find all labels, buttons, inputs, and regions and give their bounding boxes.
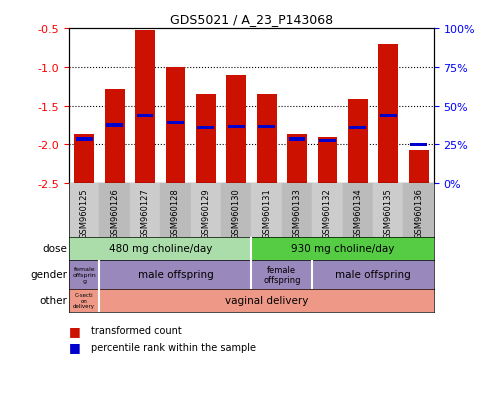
Bar — [288, 138, 306, 141]
Bar — [135, 31, 155, 184]
Text: female
offspring: female offspring — [263, 265, 301, 284]
Bar — [100, 260, 251, 289]
Bar — [76, 138, 93, 141]
Text: gender: gender — [31, 270, 68, 280]
Text: percentile rank within the sample: percentile rank within the sample — [91, 342, 256, 352]
Text: GSM960130: GSM960130 — [232, 188, 241, 239]
Bar — [258, 126, 275, 129]
Text: GSM960134: GSM960134 — [353, 188, 362, 239]
Text: ■: ■ — [69, 340, 81, 354]
Bar — [282, 184, 312, 237]
Bar — [251, 260, 312, 289]
Bar — [69, 260, 100, 289]
Title: GDS5021 / A_23_P143068: GDS5021 / A_23_P143068 — [170, 13, 333, 26]
Text: GSM960125: GSM960125 — [80, 188, 89, 239]
Text: GSM960133: GSM960133 — [292, 188, 302, 239]
Bar — [221, 184, 251, 237]
Text: transformed count: transformed count — [91, 325, 182, 335]
Bar — [403, 184, 434, 237]
Bar — [196, 95, 216, 184]
Bar — [130, 184, 160, 237]
Text: GSM960132: GSM960132 — [323, 188, 332, 239]
Bar — [191, 184, 221, 237]
Bar — [69, 289, 100, 312]
Text: GSM960128: GSM960128 — [171, 188, 180, 239]
Bar — [160, 184, 191, 237]
Text: 930 mg choline/day: 930 mg choline/day — [291, 244, 394, 254]
Text: GSM960127: GSM960127 — [141, 188, 149, 239]
Bar — [166, 68, 185, 184]
Bar — [257, 95, 277, 184]
Text: GSM960126: GSM960126 — [110, 188, 119, 239]
Bar — [69, 237, 251, 260]
Bar — [380, 115, 397, 118]
Bar — [287, 135, 307, 184]
Text: GSM960131: GSM960131 — [262, 188, 271, 239]
Bar — [312, 184, 343, 237]
Bar — [167, 121, 184, 125]
Bar — [197, 126, 214, 130]
Bar — [350, 126, 366, 130]
Bar — [410, 143, 427, 147]
Text: female
offsprin
g: female offsprin g — [72, 266, 96, 283]
Text: C-secti
on
delivery: C-secti on delivery — [73, 292, 95, 309]
Text: 480 mg choline/day: 480 mg choline/day — [108, 244, 212, 254]
Bar — [251, 184, 282, 237]
Text: dose: dose — [42, 244, 68, 254]
Text: other: other — [39, 295, 68, 306]
Text: GSM960135: GSM960135 — [384, 188, 393, 239]
Bar — [319, 140, 336, 143]
Text: GSM960136: GSM960136 — [414, 188, 423, 239]
Bar — [409, 150, 428, 184]
Bar — [106, 124, 123, 127]
Bar — [373, 184, 403, 237]
Bar — [312, 260, 434, 289]
Bar — [137, 115, 153, 118]
Bar — [343, 184, 373, 237]
Bar — [100, 184, 130, 237]
Text: male offspring: male offspring — [138, 270, 213, 280]
Bar — [105, 89, 125, 184]
Bar — [74, 135, 94, 184]
Bar — [378, 44, 398, 184]
Bar — [228, 126, 245, 129]
Text: ■: ■ — [69, 324, 81, 337]
Text: male offspring: male offspring — [335, 270, 411, 280]
Bar — [251, 237, 434, 260]
Text: GSM960129: GSM960129 — [201, 188, 211, 239]
Bar — [69, 184, 100, 237]
Text: vaginal delivery: vaginal delivery — [225, 295, 308, 306]
Bar — [226, 75, 246, 184]
Bar — [348, 100, 368, 184]
Bar — [317, 137, 337, 184]
